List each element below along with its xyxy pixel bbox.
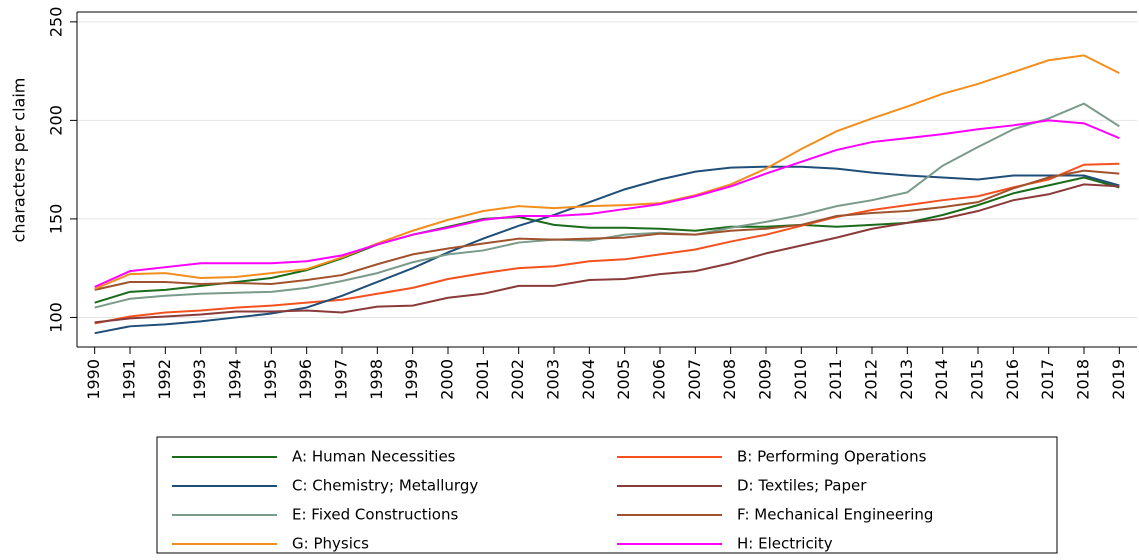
- legend-label: B: Performing Operations: [737, 448, 927, 466]
- x-tick-label: 1999: [402, 359, 421, 400]
- x-tick-label: 2005: [614, 359, 633, 400]
- x-tick-label: 2001: [473, 359, 492, 400]
- x-tick-label: 2009: [756, 359, 775, 400]
- x-tick-label: 1991: [120, 359, 139, 400]
- x-tick-label: 1996: [296, 359, 315, 400]
- x-tick-label: 2006: [650, 359, 669, 400]
- x-tick-label: 2014: [932, 359, 951, 400]
- series-line: [94, 183, 1120, 324]
- x-tick-label: 2019: [1109, 359, 1128, 400]
- series-line: [94, 162, 1120, 325]
- x-tick-label: 2002: [508, 359, 527, 400]
- y-tick-label: 200: [47, 105, 66, 136]
- legend-label: C: Chemistry; Metallurgy: [292, 477, 478, 495]
- x-tick-label: 2016: [1003, 359, 1022, 400]
- x-tick-label: 1993: [190, 359, 209, 400]
- x-tick-label: 1992: [155, 359, 174, 400]
- y-tick-label: 250: [47, 7, 66, 38]
- x-tick-label: 2008: [720, 359, 739, 400]
- y-tick-label: 150: [47, 204, 66, 235]
- legend-label: H: Electricity: [737, 535, 833, 553]
- x-tick-label: 2011: [826, 359, 845, 400]
- legend-box: [156, 436, 1058, 554]
- series-line: [94, 54, 1120, 290]
- legend-label: D: Textiles; Paper: [737, 477, 867, 495]
- x-tick-label: 1995: [261, 359, 280, 400]
- legend-label: F: Mechanical Engineering: [737, 506, 933, 524]
- x-tick-label: 2004: [579, 359, 598, 400]
- x-tick-label: 2007: [685, 359, 704, 400]
- x-tick-label: 2017: [1038, 359, 1057, 400]
- series-line: [94, 165, 1120, 335]
- x-tick-label: 2015: [968, 359, 987, 400]
- series-line: [94, 169, 1120, 291]
- x-tick-label: 2010: [791, 359, 810, 400]
- x-tick-label: 1994: [226, 359, 245, 400]
- x-tick-label: 2012: [862, 359, 881, 400]
- x-tick-label: 1990: [84, 359, 103, 400]
- x-tick-label: 1998: [367, 359, 386, 400]
- x-tick-label: 1997: [332, 359, 351, 400]
- x-tick-label: 2018: [1074, 359, 1093, 400]
- series-line: [94, 119, 1120, 288]
- y-axis-label: characters per claim: [10, 78, 29, 243]
- x-tick-label: 2003: [544, 359, 563, 400]
- x-tick-label: 2013: [897, 359, 916, 400]
- series-line: [94, 176, 1120, 304]
- legend-label: A: Human Necessities: [292, 448, 456, 466]
- y-tick-label: 100: [47, 302, 66, 333]
- legend-label: E: Fixed Constructions: [292, 506, 458, 524]
- x-tick-label: 2000: [438, 359, 457, 400]
- legend-label: G: Physics: [292, 535, 369, 553]
